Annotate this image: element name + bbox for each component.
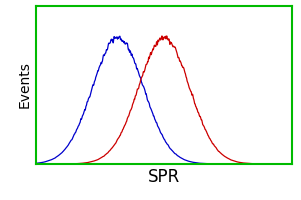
Y-axis label: Events: Events [18,62,32,108]
X-axis label: SPR: SPR [148,168,180,186]
